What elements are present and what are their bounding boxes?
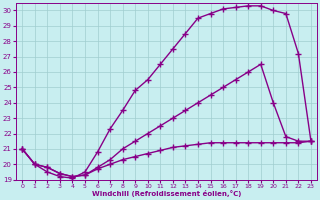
- X-axis label: Windchill (Refroidissement éolien,°C): Windchill (Refroidissement éolien,°C): [92, 190, 241, 197]
